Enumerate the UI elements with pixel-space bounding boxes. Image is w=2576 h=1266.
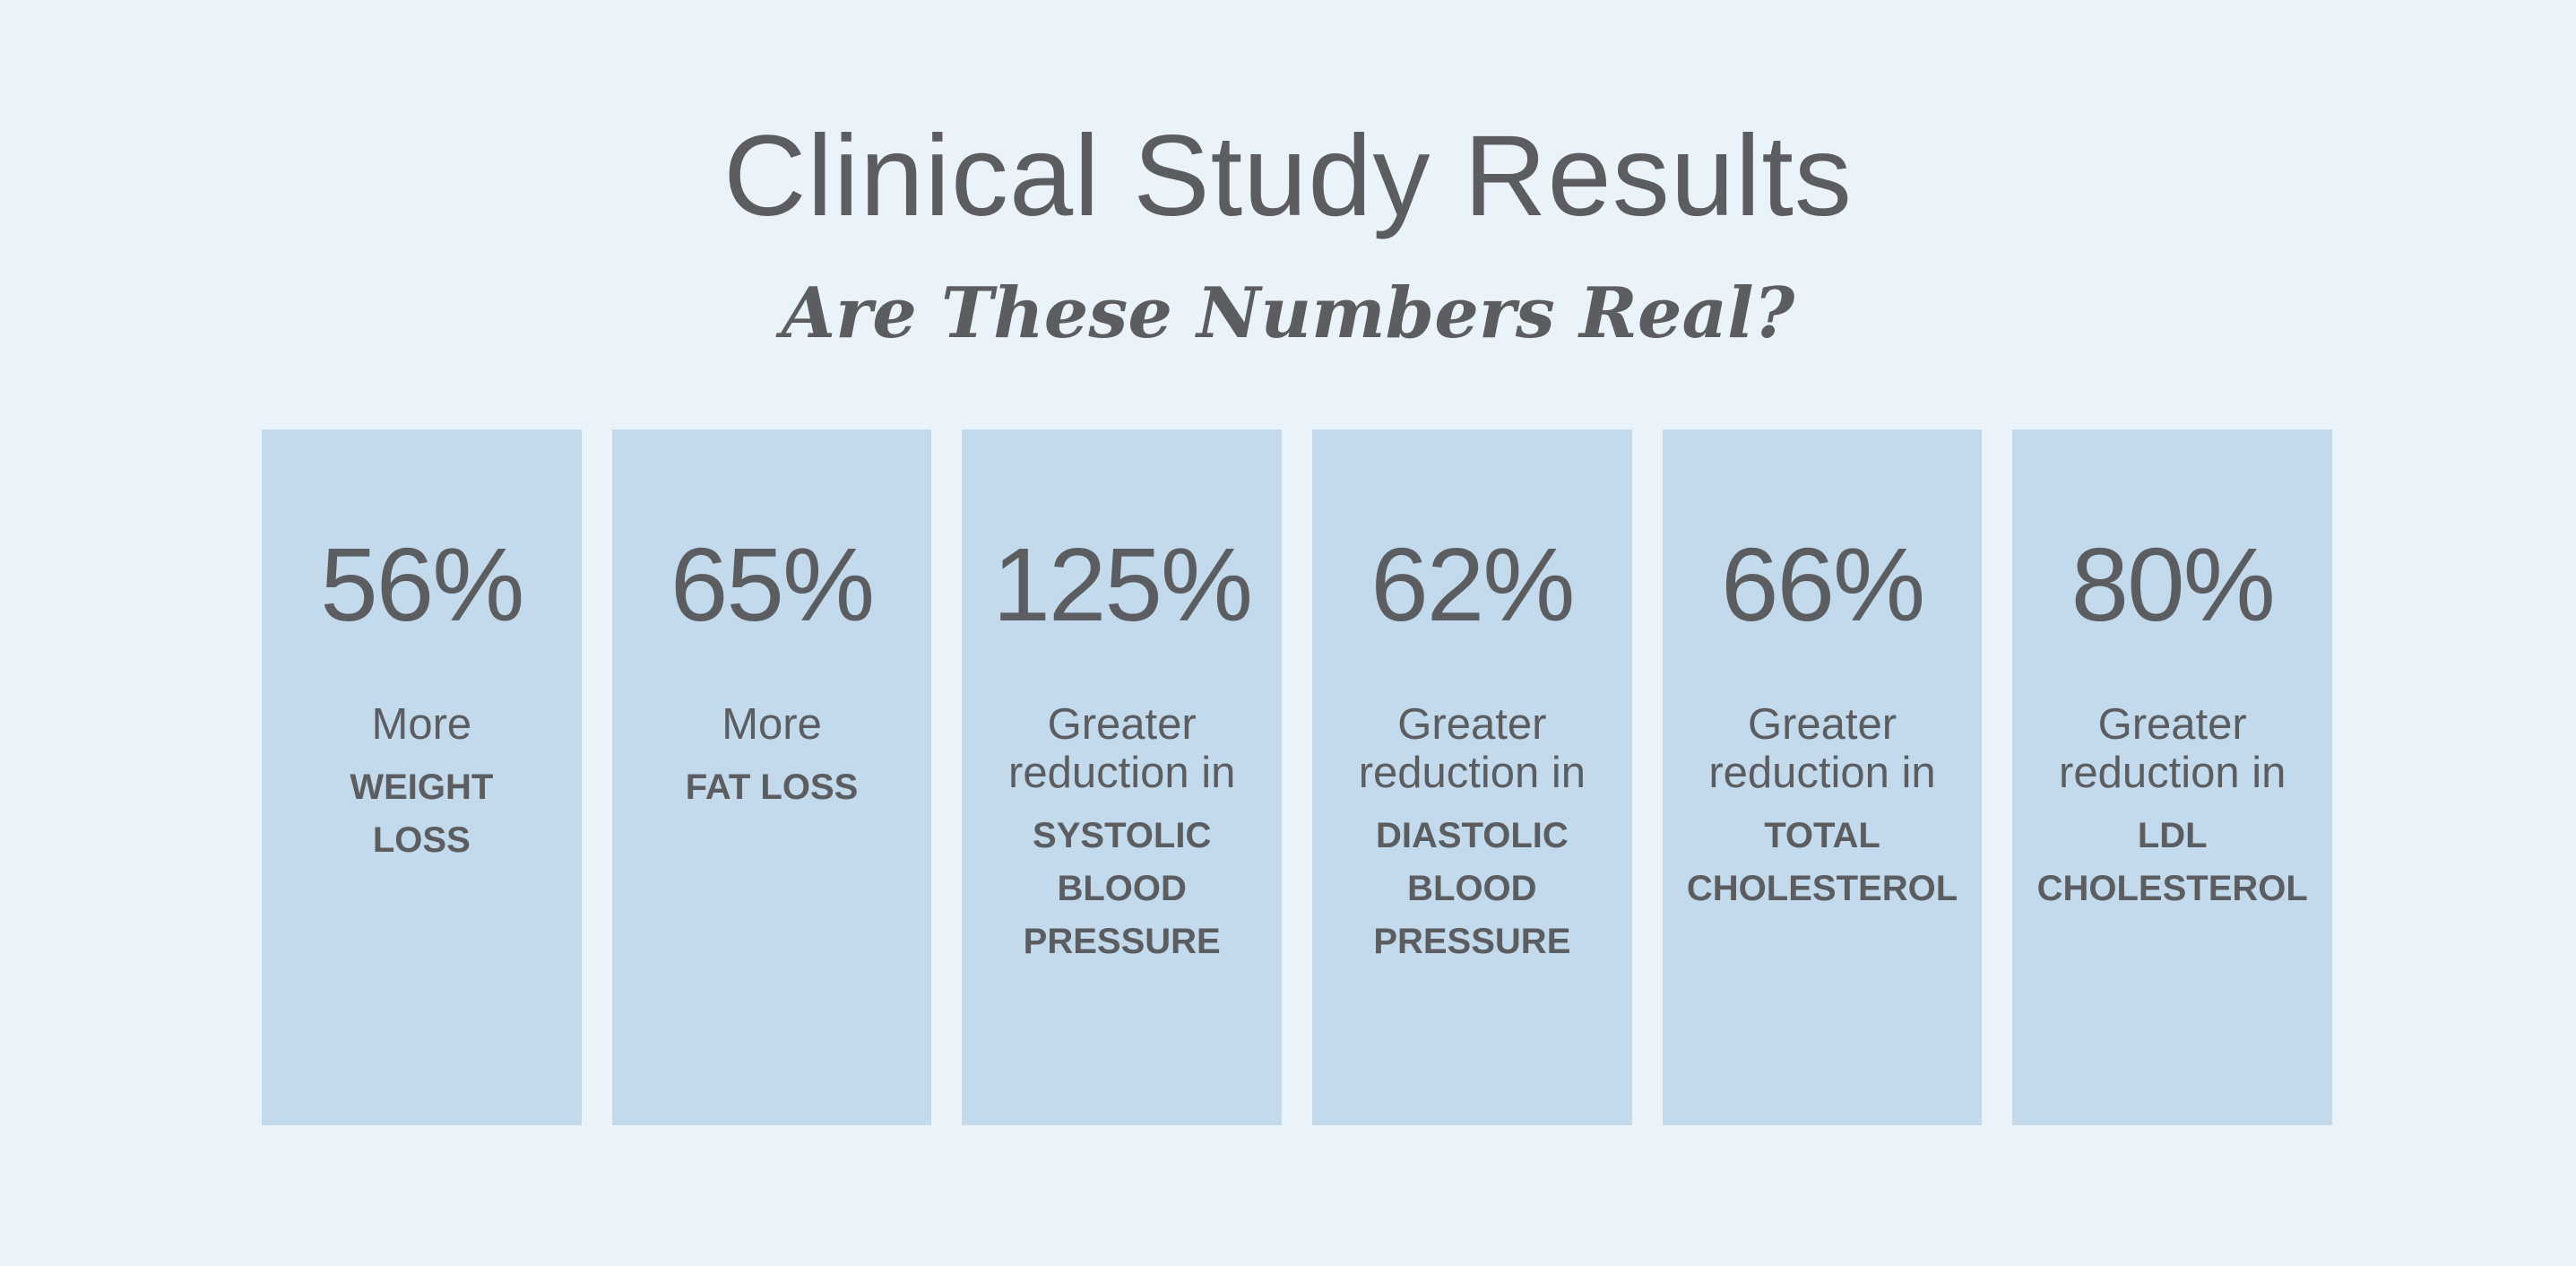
stat-metric-line: CHOLESTEROL xyxy=(1686,869,1958,908)
stat-lead-line: More xyxy=(371,700,472,749)
stat-lead-line: reduction in xyxy=(1708,749,1936,797)
stat-metric: TOTAL CHOLESTEROL xyxy=(1670,810,1975,915)
stat-metric-line: SYSTOLIC xyxy=(1033,816,1212,855)
stat-lead-line: reduction in xyxy=(1008,749,1236,797)
stat-metric-line: DIASTOLIC xyxy=(1375,816,1569,855)
stat-lead: Greater reduction in xyxy=(2019,700,2325,797)
stat-card-systolic-blood-pressure: 125% Greater reduction in SYSTOLIC BLOOD… xyxy=(962,429,1283,1125)
stat-metric-line: TOTAL xyxy=(1764,816,1880,855)
stat-metric: DIASTOLIC BLOOD PRESSURE xyxy=(1319,810,1625,968)
stat-lead-line: Greater xyxy=(1047,700,1197,749)
stat-lead-line: Greater xyxy=(2097,700,2247,749)
stat-metric-line: BLOOD xyxy=(1057,869,1187,908)
stat-value: 56% xyxy=(320,526,524,643)
stat-lead: Greater reduction in xyxy=(1319,700,1625,797)
stat-lead-line: Greater xyxy=(1747,700,1897,749)
stat-card-ldl-cholesterol: 80% Greater reduction in LDL CHOLESTEROL xyxy=(2012,429,2333,1125)
stat-lead: More xyxy=(269,700,575,749)
stat-card-diastolic-blood-pressure: 62% Greater reduction in DIASTOLIC BLOOD… xyxy=(1312,429,1632,1125)
stat-lead: Greater reduction in xyxy=(1670,700,1975,797)
stat-metric-line: WEIGHT xyxy=(350,767,494,807)
stat-metric-line: BLOOD xyxy=(1407,869,1537,908)
stat-metric: WEIGHT LOSS xyxy=(269,761,575,867)
stat-metric: LDL CHOLESTEROL xyxy=(2019,810,2325,915)
stat-lead: Greater reduction in xyxy=(969,700,1275,797)
stat-lead-line: reduction in xyxy=(1358,749,1586,797)
stat-lead: More xyxy=(619,700,925,749)
stat-metric: SYSTOLIC BLOOD PRESSURE xyxy=(969,810,1275,968)
stat-value: 65% xyxy=(670,526,875,643)
stat-value: 125% xyxy=(992,526,1253,643)
stat-metric: FAT LOSS xyxy=(619,761,925,814)
page-subtitle: Are These Numbers Real? xyxy=(781,273,1795,354)
stat-value: 80% xyxy=(2070,526,2276,643)
stat-lead-line: reduction in xyxy=(2059,749,2286,797)
stat-card-total-cholesterol: 66% Greater reduction in TOTAL CHOLESTER… xyxy=(1662,429,1983,1125)
stat-metric-line: PRESSURE xyxy=(1373,922,1571,961)
stat-metric-line: LDL xyxy=(2137,816,2208,855)
stat-lead-line: More xyxy=(722,700,822,749)
stat-card-row: 56% More WEIGHT LOSS 65% More FAT LOSS 1… xyxy=(262,429,2333,1125)
stat-card-fat-loss: 65% More FAT LOSS xyxy=(611,429,932,1125)
stat-value: 62% xyxy=(1370,526,1575,643)
stat-metric-line: PRESSURE xyxy=(1023,922,1221,961)
stat-metric-line: LOSS xyxy=(372,820,471,860)
stat-value: 66% xyxy=(1720,526,1925,643)
stat-lead-line: Greater xyxy=(1397,700,1547,749)
stat-metric-line: FAT LOSS xyxy=(685,767,859,807)
stat-card-weight-loss: 56% More WEIGHT LOSS xyxy=(262,429,582,1125)
stat-metric-line: CHOLESTEROL xyxy=(2036,869,2308,908)
page-title: Clinical Study Results xyxy=(723,112,1853,240)
